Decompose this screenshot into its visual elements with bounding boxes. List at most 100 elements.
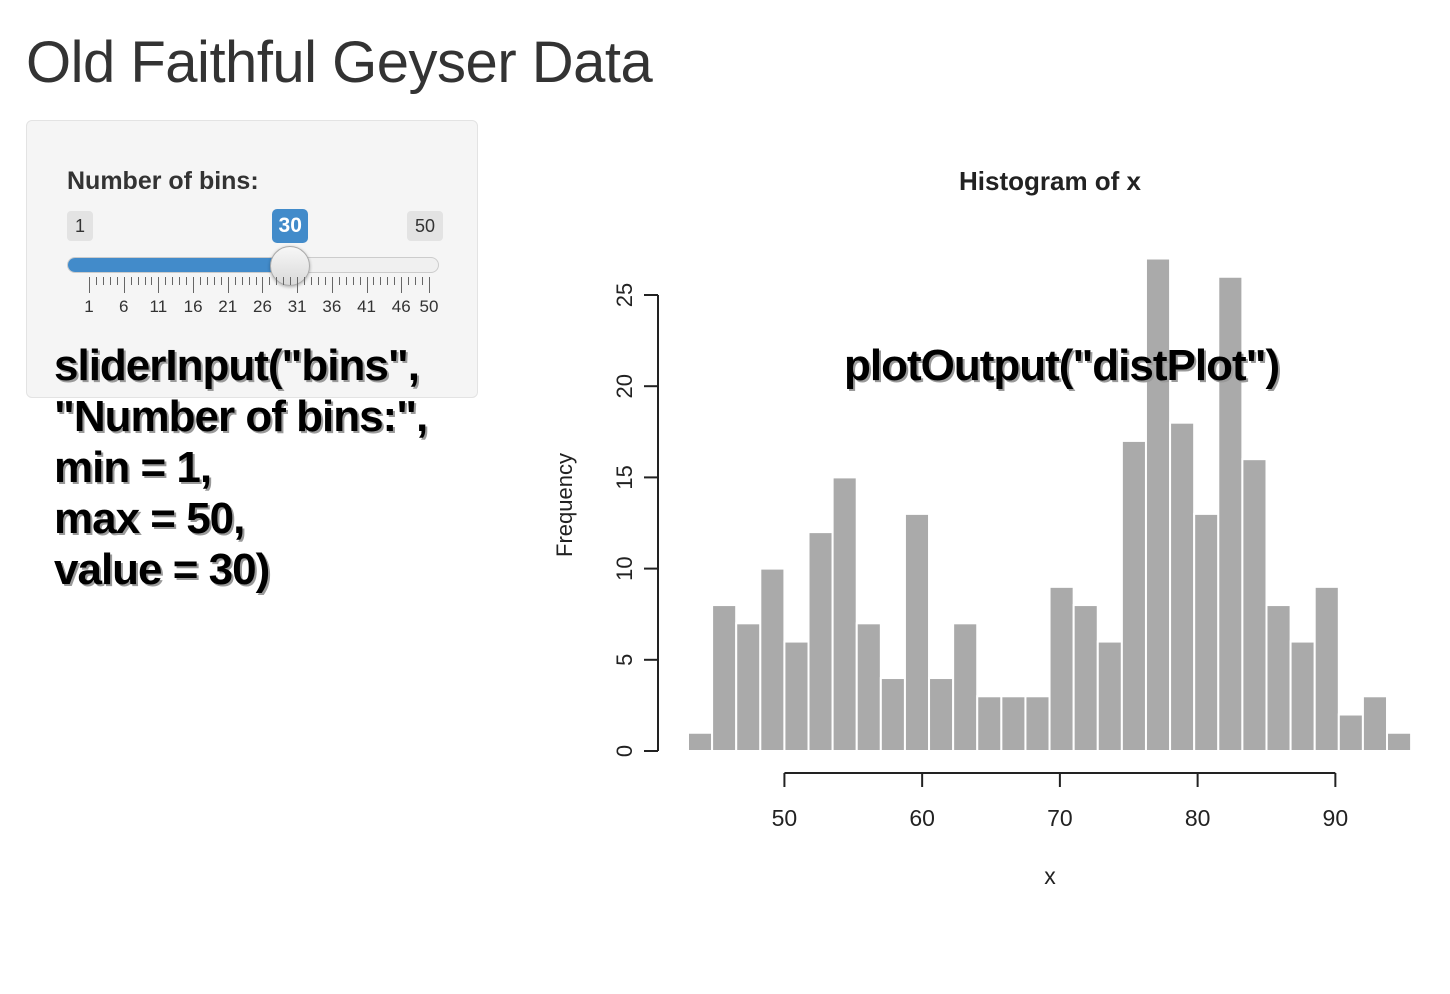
slider-tick — [366, 277, 368, 293]
slider-tick-label: 31 — [287, 297, 307, 316]
slider-tick-label: 6 — [118, 297, 129, 316]
x-tick-label: 90 — [1323, 805, 1349, 831]
histogram-bar — [735, 622, 762, 753]
slider-tick — [234, 277, 236, 285]
slider-tick — [123, 277, 125, 293]
slider-max-badge: 50 — [407, 211, 444, 241]
y-tick-label: 10 — [612, 556, 637, 580]
histogram-bar — [1120, 439, 1147, 752]
histogram-bar — [1386, 731, 1413, 753]
slider-code-line: min = 1, — [54, 443, 212, 492]
histogram-bar — [1193, 512, 1220, 752]
histogram-bar — [1144, 257, 1172, 753]
slider-tick — [102, 277, 104, 285]
slider-tick-label: 16 — [183, 297, 203, 316]
slider-min-badge: 1 — [67, 211, 94, 241]
slider-tick-label: 36 — [322, 297, 342, 316]
x-tick-label: 50 — [772, 805, 798, 831]
histogram-bar — [831, 476, 858, 752]
histogram-bar — [1048, 585, 1075, 752]
slider-tick — [331, 277, 333, 293]
histogram-bar — [976, 695, 1003, 753]
y-tick-label: 15 — [612, 465, 637, 489]
slider-tick — [172, 277, 174, 285]
slider-track[interactable] — [67, 257, 439, 273]
plot-code-annotation: plotOutput("distPlot") — [844, 341, 1280, 390]
slider-tick — [317, 277, 319, 285]
histogram-bar — [1361, 695, 1389, 753]
histogram-bar — [1096, 640, 1123, 752]
slider-tick — [311, 277, 313, 285]
slider-value-badge: 30 — [272, 209, 309, 243]
histogram-bar — [903, 512, 931, 752]
slider-tick-label: 1 — [84, 297, 94, 316]
slider-tick — [137, 277, 139, 285]
slider-code-line: max = 50, — [54, 494, 245, 543]
slider-tick — [429, 277, 430, 293]
x-axis-label: x — [1044, 863, 1056, 889]
histogram-bar — [1265, 604, 1292, 752]
slider-tick — [262, 277, 264, 293]
slider-tick — [95, 277, 97, 285]
slider-tick — [255, 277, 257, 285]
slider-tick — [116, 277, 118, 285]
slider-tick — [422, 277, 424, 285]
chart-title: Histogram of x — [959, 166, 1142, 196]
slider-tick — [220, 277, 222, 285]
sidebar-panel: Number of bins: 1 50 30 1 6 11 16 21 26 31 36 41… — [26, 120, 478, 398]
slider-tick-label: 26 — [253, 297, 272, 316]
slider-tick — [200, 277, 202, 285]
histogram-bar — [1313, 585, 1340, 752]
histogram-bar — [855, 622, 882, 753]
slider-tick-label: 41 — [357, 297, 376, 316]
slider-code-line: sliderInput("bins", — [54, 341, 420, 390]
slider-tick — [241, 277, 243, 285]
histogram-bar — [952, 622, 979, 753]
slider-tick — [276, 277, 278, 285]
slider-code-annotation: sliderInput("bins", "Number of bins:", m… — [54, 340, 428, 595]
x-tick-label: 60 — [909, 805, 935, 831]
slider-tick — [401, 277, 403, 293]
slider-tick — [130, 277, 132, 285]
histogram-bar — [759, 567, 786, 752]
page-title: Old Faithful Geyser Data — [26, 30, 653, 95]
slider-code-line: "Number of bins:", — [54, 392, 428, 441]
slider-tick — [373, 277, 375, 285]
histogram-bar — [1000, 695, 1027, 753]
slider-tick — [158, 277, 160, 293]
histogram-bar — [687, 731, 714, 753]
slider-tick — [186, 277, 188, 285]
slider-tick — [324, 277, 326, 285]
slider-tick-label: 11 — [149, 297, 168, 316]
histogram-bar — [783, 640, 810, 752]
slider-tick — [394, 277, 396, 285]
slider-tick — [359, 277, 361, 285]
slider-tick — [248, 277, 250, 285]
histogram-bar — [928, 677, 955, 752]
slider-tick — [206, 277, 208, 285]
slider-tick — [297, 277, 299, 293]
histogram-bar — [1337, 713, 1364, 753]
slider-tick — [193, 277, 195, 293]
slider-tick — [109, 277, 111, 285]
y-axis-label: Frequency — [552, 453, 577, 557]
y-tick-label: 5 — [612, 654, 637, 666]
slider-tick-label: 46 — [391, 297, 411, 316]
slider-tick-label: 50 — [419, 297, 439, 316]
slider-tick — [345, 277, 347, 285]
slider-tick — [338, 277, 340, 285]
slider-tick — [89, 277, 90, 293]
slider-tick — [179, 277, 181, 285]
histogram-bar — [1289, 640, 1316, 752]
y-tick-label: 0 — [612, 745, 637, 757]
y-tick-label: 25 — [612, 283, 637, 307]
y-tick-label: 20 — [612, 374, 637, 398]
slider-tick — [352, 277, 354, 285]
slider-tick — [213, 277, 215, 285]
slider-tick — [408, 277, 410, 285]
x-tick-label: 70 — [1047, 805, 1073, 831]
slider-tick — [380, 277, 382, 285]
slider-tick — [227, 277, 229, 293]
slider-tick-label: 21 — [218, 297, 238, 316]
histogram-bar — [879, 677, 906, 752]
